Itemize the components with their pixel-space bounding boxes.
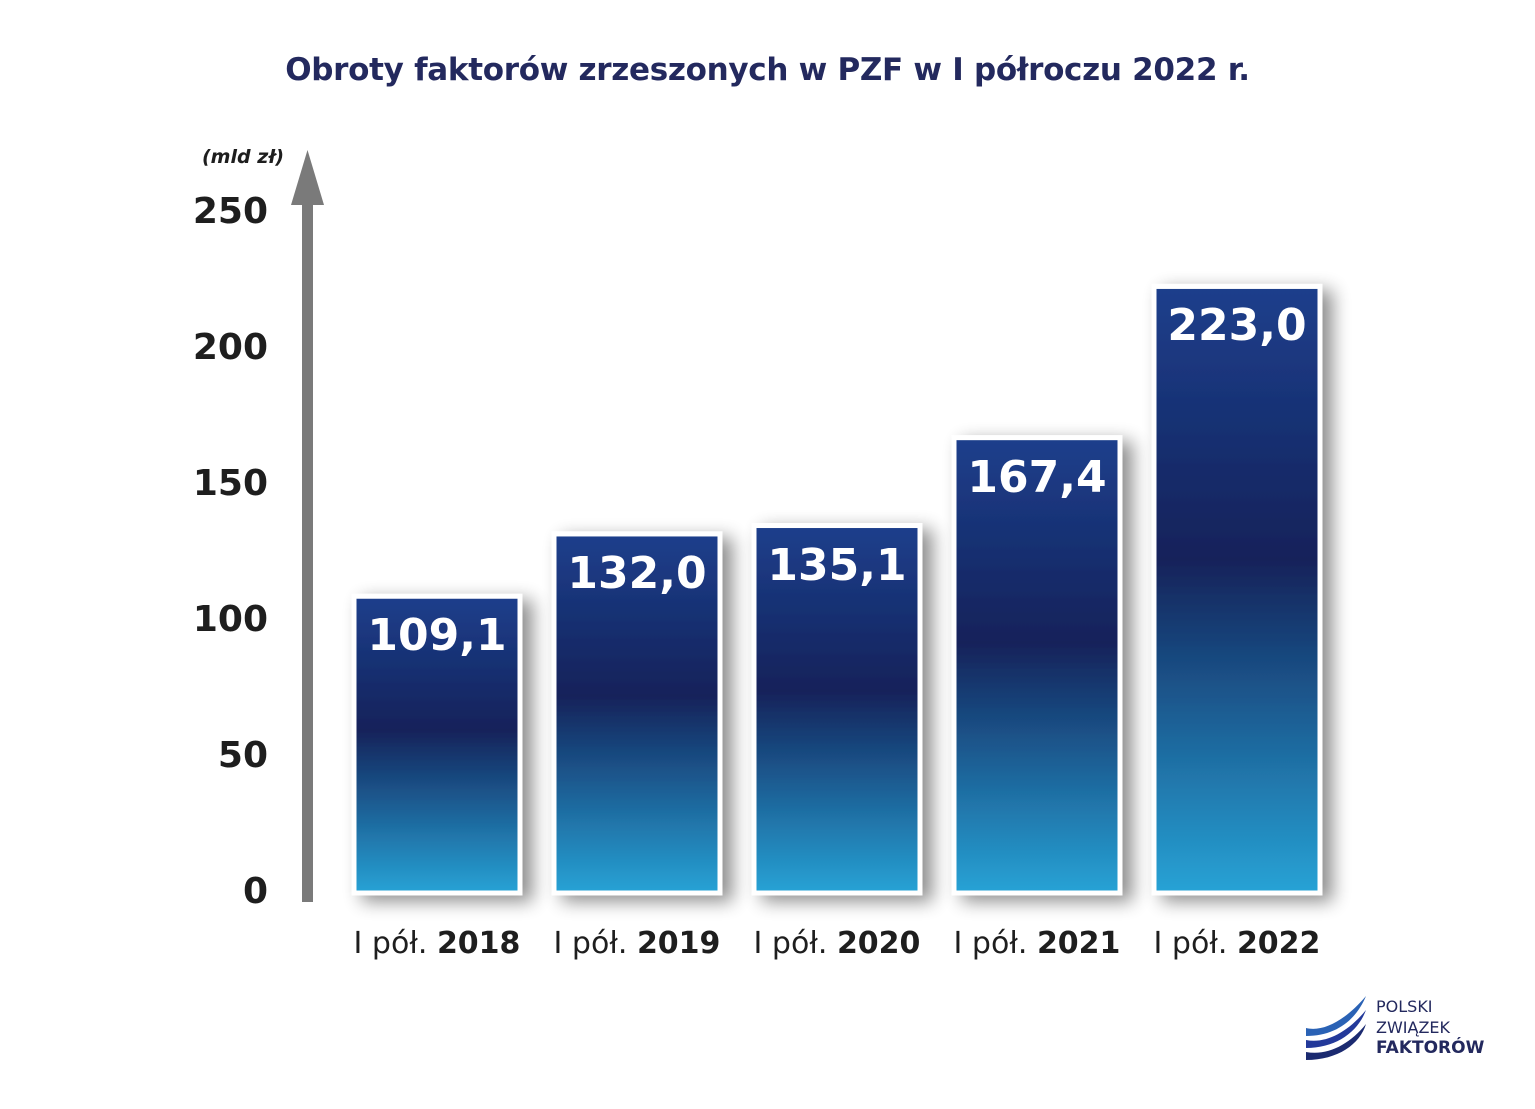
bar-value-label: 109,1 — [367, 610, 507, 662]
y-tick-label: 100 — [192, 599, 268, 640]
x-category-year: 2021 — [1036, 926, 1121, 961]
x-category-label: I pół. 2021 — [937, 926, 1137, 961]
y-tick-label: 0 — [242, 871, 268, 912]
pzf-logo: POLSKI ZWIĄZEK FAKTORÓW — [1300, 992, 1500, 1072]
y-tick-label: 200 — [192, 327, 268, 368]
logo-line-1: POLSKI — [1376, 997, 1433, 1016]
x-category-prefix: I pół. — [953, 926, 1037, 961]
x-category-prefix: I pół. — [1153, 926, 1237, 961]
pzf-logo-text: POLSKI ZWIĄZEK FAKTORÓW — [1376, 996, 1484, 1059]
x-category-label: I pół. 2020 — [737, 926, 937, 961]
bars-layer — [351, 283, 1323, 896]
bar-2019 — [551, 531, 723, 896]
x-category-year: 2018 — [436, 926, 521, 961]
bar-2022 — [1151, 283, 1323, 896]
bar-value-label: 135,1 — [767, 539, 907, 591]
x-category-label: I pół. 2018 — [337, 926, 537, 961]
y-tick-label: 50 — [217, 735, 268, 776]
bar-2021 — [951, 435, 1123, 896]
y-tick-label: 150 — [192, 463, 268, 504]
x-category-label: I pół. 2022 — [1137, 926, 1337, 961]
bar-2018 — [351, 593, 523, 896]
x-category-label: I pół. 2019 — [537, 926, 737, 961]
x-category-prefix: I pół. — [553, 926, 637, 961]
x-category-year: 2022 — [1236, 926, 1321, 961]
pzf-logo-swoosh-icon — [1306, 996, 1366, 1060]
bar-value-label: 167,4 — [967, 451, 1107, 503]
bar-value-label: 132,0 — [567, 547, 707, 599]
x-category-prefix: I pół. — [753, 926, 837, 961]
bar-2020 — [751, 523, 923, 896]
chart-title: Obroty faktorów zrzeszonych w PZF w I pó… — [285, 52, 1250, 88]
logo-line-3: FAKTORÓW — [1376, 1038, 1485, 1058]
x-category-year: 2019 — [636, 926, 721, 961]
x-category-year: 2020 — [836, 926, 921, 961]
y-axis-arrowhead-icon — [291, 150, 324, 205]
y-tick-label: 250 — [192, 191, 268, 232]
y-axis-line — [302, 198, 313, 902]
y-axis-unit-label: (mld zł) — [202, 146, 285, 168]
bar-value-label: 223,0 — [1167, 300, 1307, 352]
x-category-prefix: I pół. — [353, 926, 437, 961]
logo-line-2: ZWIĄZEK — [1376, 1018, 1451, 1037]
